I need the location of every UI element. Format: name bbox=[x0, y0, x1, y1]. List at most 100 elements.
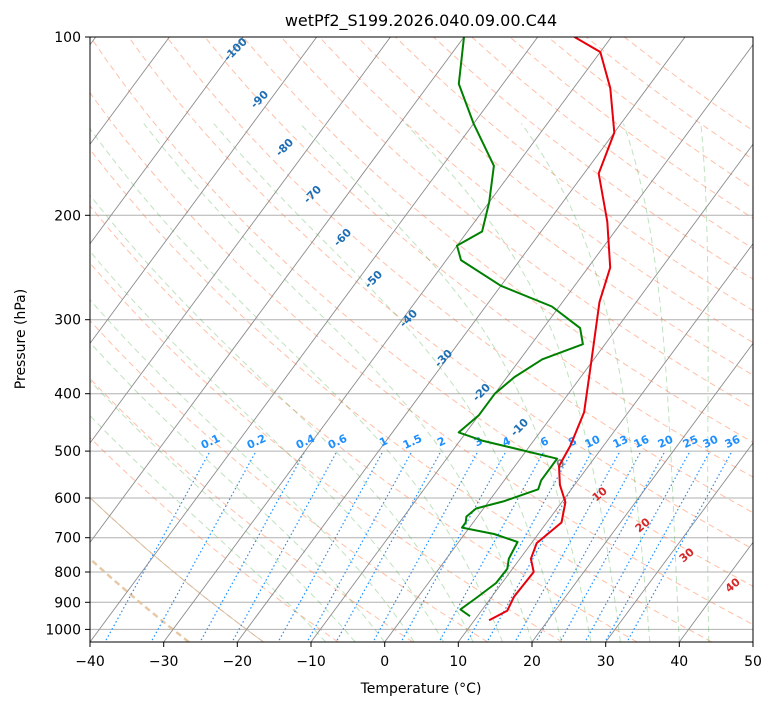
x-tick-label: −20 bbox=[223, 654, 253, 670]
y-axis-ticks: 100 200 300 400 500 600 700 800 900 1000 bbox=[45, 30, 90, 638]
x-tick-label: 20 bbox=[523, 654, 541, 670]
x-tick-label: 30 bbox=[597, 654, 615, 670]
dry-adiabat-line bbox=[357, 37, 753, 344]
isotherm-line bbox=[163, 37, 612, 642]
dry-adiabat-label: -30 bbox=[432, 347, 455, 370]
isotherm-line bbox=[90, 37, 244, 245]
dry-adiabat-label: -60 bbox=[331, 226, 354, 249]
y-tick-label: 900 bbox=[54, 595, 81, 611]
isotherm-line bbox=[678, 541, 753, 642]
dry-adiabat-line bbox=[471, 37, 753, 250]
mixing-ratio-line bbox=[199, 452, 305, 642]
pressure-gridlines bbox=[90, 37, 753, 630]
x-tick-label: −40 bbox=[75, 654, 105, 670]
moist-adiabat-line bbox=[90, 380, 356, 642]
moist-adiabat-line bbox=[622, 123, 680, 642]
dewpoint-profile-line bbox=[456, 37, 584, 618]
dry-adiabat-line bbox=[90, 91, 753, 626]
mixing-ratio-label: 13 bbox=[611, 433, 630, 451]
dry-adiabat-line bbox=[90, 496, 264, 642]
y-tick-label: 800 bbox=[54, 565, 81, 581]
y-tick-label: 600 bbox=[54, 491, 81, 507]
isotherm-line bbox=[310, 43, 753, 642]
y-tick-label: 1000 bbox=[45, 622, 81, 638]
mixing-ratio-line bbox=[626, 452, 732, 642]
mixing-ratio-label: 25 bbox=[681, 433, 700, 451]
isotherm-line bbox=[90, 37, 170, 146]
mixing-ratio-line bbox=[231, 452, 337, 642]
mixing-ratio-label: 36 bbox=[723, 433, 743, 451]
moist-adiabat-line bbox=[90, 127, 503, 642]
isotherm-line bbox=[90, 37, 465, 544]
moist-adiabat-line bbox=[700, 123, 710, 642]
moist-adiabat-line bbox=[90, 299, 415, 642]
y-tick-label: 200 bbox=[54, 208, 81, 224]
dry-adiabat-line bbox=[90, 148, 712, 642]
dry-adiabat-line bbox=[433, 37, 753, 280]
x-tick-label: 0 bbox=[380, 654, 389, 670]
isotherm-line bbox=[457, 243, 753, 642]
mixing-ratio-label: 10 bbox=[583, 433, 603, 451]
dry-adiabat-line bbox=[166, 37, 753, 514]
dry-adiabat-line bbox=[90, 319, 488, 642]
mixing-ratio-line bbox=[150, 452, 256, 642]
y-axis-title: Pressure (hPa) bbox=[13, 289, 29, 389]
mixing-ratio-line bbox=[604, 452, 710, 642]
moist-adiabat-line bbox=[213, 123, 562, 642]
moist-adiabat-line bbox=[299, 123, 592, 642]
dry-adiabat-label: -100 bbox=[221, 35, 250, 64]
mixing-ratio-label: 30 bbox=[701, 433, 721, 451]
mixing-ratio-label: 1 bbox=[377, 434, 389, 449]
plot-frame bbox=[89, 36, 754, 643]
dry-adiabat-line bbox=[623, 37, 753, 132]
mixing-ratio-label: 6 bbox=[538, 434, 551, 449]
mixing-ratio-lines bbox=[104, 452, 732, 642]
x-tick-label: 40 bbox=[670, 654, 688, 670]
x-tick-label: 10 bbox=[449, 654, 467, 670]
dry-adiabat-label: -10 bbox=[508, 416, 531, 439]
isotherm-line bbox=[236, 37, 686, 642]
mixing-ratio-label: 20 bbox=[656, 433, 676, 451]
x-tick-label: −10 bbox=[296, 654, 326, 670]
moist-adiabat-label: 30 bbox=[677, 545, 697, 565]
moist-adiabat-line bbox=[521, 123, 651, 642]
moist-adiabat-label: 10 bbox=[590, 484, 610, 504]
skewed-isotherms bbox=[90, 37, 753, 642]
mixing-ratio-line bbox=[306, 452, 412, 642]
dry-adiabat-label: -90 bbox=[248, 88, 271, 111]
mixing-ratio-line bbox=[535, 452, 641, 642]
moist-adiabat-line bbox=[90, 194, 474, 642]
dry-adiabat-label: -40 bbox=[397, 307, 420, 330]
y-tick-label: 500 bbox=[54, 444, 81, 460]
dry-adiabat-line bbox=[90, 262, 563, 642]
dry-adiabat-label: -80 bbox=[273, 136, 296, 159]
dry-adiabat-label: -70 bbox=[301, 183, 324, 206]
chart-title: wetPf2_S199.2026.040.09.00.C44 bbox=[285, 11, 557, 31]
sounding-series bbox=[456, 37, 616, 622]
dry-adiabat-line bbox=[128, 37, 753, 550]
dry-adiabat-line bbox=[90, 37, 753, 587]
isotherm-line bbox=[90, 37, 318, 345]
y-tick-label: 300 bbox=[54, 313, 81, 329]
mixing-ratio-label: 3 bbox=[472, 434, 484, 449]
dry-adiabat-line bbox=[90, 436, 339, 642]
x-tick-label: −30 bbox=[149, 654, 179, 670]
x-axis-ticks: −40 −30 −20 −10 0 10 20 30 40 50 bbox=[75, 642, 762, 670]
temperature-profile-line bbox=[488, 37, 616, 622]
moist-adiabat-line bbox=[90, 250, 445, 642]
mixing-ratio-line bbox=[277, 452, 383, 642]
y-tick-label: 100 bbox=[54, 30, 81, 46]
moist-adiabat-line bbox=[405, 123, 621, 642]
mixing-ratio-label: 16 bbox=[632, 433, 652, 451]
mixing-ratio-label: 0.6 bbox=[326, 432, 349, 452]
isotherm-line bbox=[90, 37, 391, 444]
mixing-ratio-label: 0.1 bbox=[199, 432, 222, 452]
mixing-ratio-label: 1.5 bbox=[401, 432, 424, 452]
dry-adiabat-line bbox=[509, 37, 753, 219]
isotherm-line bbox=[531, 342, 753, 642]
dry-adiabat-line bbox=[280, 37, 753, 409]
isotherm-line bbox=[90, 37, 539, 642]
y-tick-label: 700 bbox=[54, 531, 81, 547]
isotherm-line bbox=[752, 641, 753, 642]
